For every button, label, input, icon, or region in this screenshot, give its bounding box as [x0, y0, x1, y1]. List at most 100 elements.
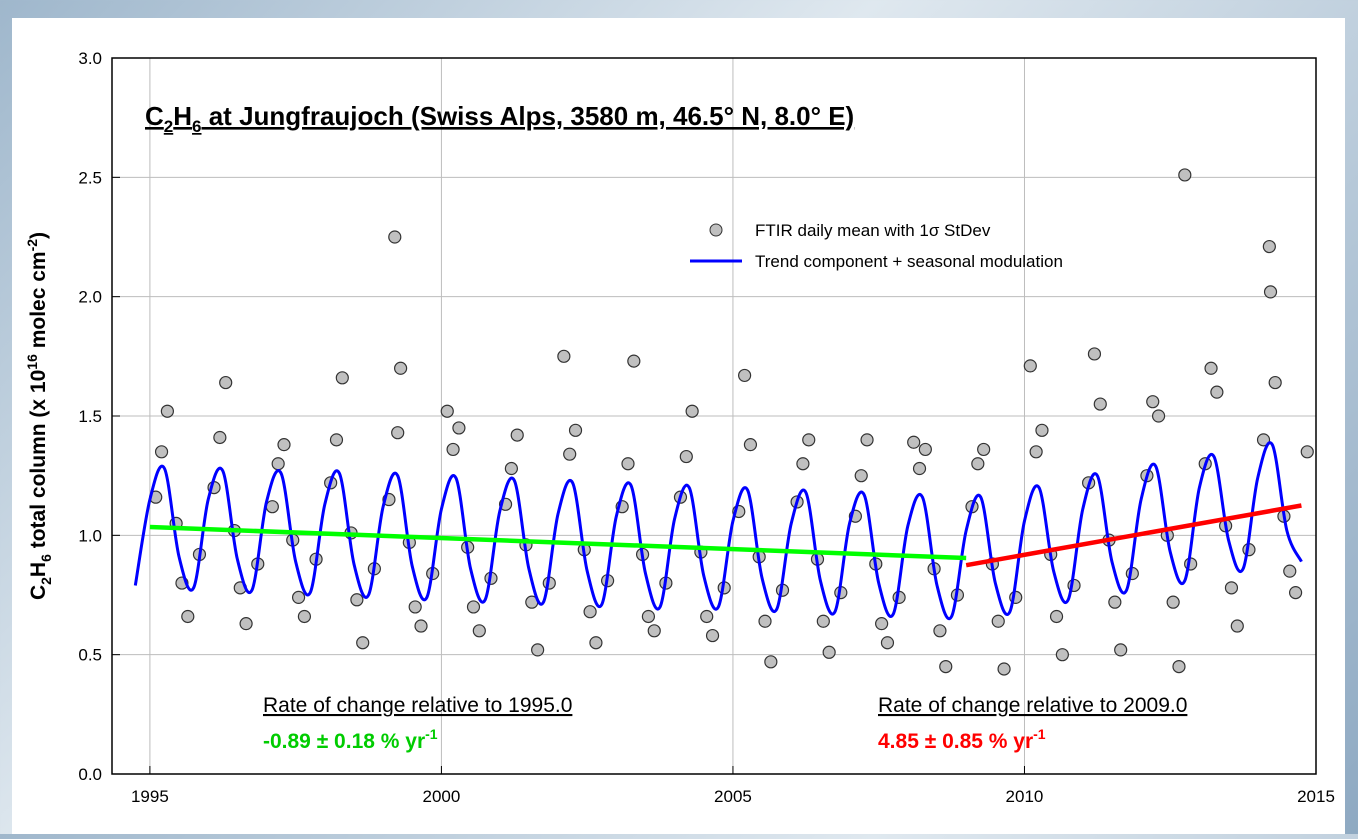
data-point	[744, 439, 756, 451]
data-point	[272, 458, 284, 470]
data-point	[680, 451, 692, 463]
data-point	[765, 656, 777, 668]
y-tick-label: 2.5	[78, 168, 102, 187]
data-point	[642, 610, 654, 622]
data-point	[1211, 386, 1223, 398]
data-point	[220, 377, 232, 389]
ylabel-part: )	[27, 232, 50, 239]
chart: C2H6 at Jungfraujoch (Swiss Alps, 3580 m…	[0, 0, 1358, 834]
data-point	[1030, 446, 1042, 458]
title-part: C	[145, 101, 164, 131]
x-tick-label: 2000	[423, 787, 461, 806]
data-point	[161, 405, 173, 417]
ylabel-sub: 2	[38, 577, 54, 585]
x-tick-label: 1995	[131, 787, 169, 806]
data-point	[919, 443, 931, 455]
data-point	[395, 362, 407, 374]
data-point	[1109, 596, 1121, 608]
data-point	[453, 422, 465, 434]
data-point	[214, 431, 226, 443]
data-point	[1301, 446, 1313, 458]
data-point	[1231, 620, 1243, 632]
data-point	[876, 618, 888, 630]
data-point	[1024, 360, 1036, 372]
rate-label: 4.85 ± 0.85 % yr-1	[878, 726, 1046, 753]
data-point	[1284, 565, 1296, 577]
data-point	[409, 601, 421, 613]
data-point	[1094, 398, 1106, 410]
data-point	[1173, 661, 1185, 673]
data-point	[389, 231, 401, 243]
data-point	[415, 620, 427, 632]
data-point	[1147, 396, 1159, 408]
data-point	[648, 625, 660, 637]
ylabel-part: total column (x 10	[27, 370, 50, 554]
data-point	[1153, 410, 1165, 422]
data-point	[532, 644, 544, 656]
data-point	[584, 606, 596, 618]
page: {"chart_data": { "type": "scatter", "tit…	[0, 0, 1358, 834]
data-point	[940, 661, 952, 673]
x-tick-label: 2015	[1297, 787, 1335, 806]
data-point	[823, 646, 835, 658]
data-point	[803, 434, 815, 446]
y-tick-label: 2.0	[78, 288, 102, 307]
data-point	[1263, 241, 1275, 253]
data-point	[558, 350, 570, 362]
y-axis-label: C2H6 total column (x 1016 molec cm-2)	[24, 232, 54, 600]
data-point	[855, 470, 867, 482]
rate-label: -0.89 ± 0.18 % yr-1	[263, 726, 438, 753]
data-point	[1056, 649, 1068, 661]
data-point	[1205, 362, 1217, 374]
data-point	[992, 615, 1004, 627]
title-sub: 2	[164, 117, 173, 136]
data-point	[797, 458, 809, 470]
annotation: Rate of change relative to 1995.0	[263, 694, 572, 717]
data-point	[817, 615, 829, 627]
data-point	[266, 501, 278, 513]
ylabel-sup: 16	[24, 354, 40, 370]
data-point	[447, 443, 459, 455]
data-point	[156, 446, 168, 458]
ylabel-sup: -2	[24, 239, 40, 252]
data-point	[473, 625, 485, 637]
y-tick-label: 1.5	[78, 407, 102, 426]
data-point	[298, 610, 310, 622]
ylabel-part: molec cm	[27, 251, 50, 354]
title-sub: 6	[192, 117, 201, 136]
x-tick-label: 2005	[714, 787, 752, 806]
data-point	[330, 434, 342, 446]
data-point	[1036, 424, 1048, 436]
y-tick-label: 0.5	[78, 646, 102, 665]
data-point	[686, 405, 698, 417]
data-point	[1290, 587, 1302, 599]
data-point	[564, 448, 576, 460]
data-point	[1051, 610, 1063, 622]
data-point	[622, 458, 634, 470]
legend-marker	[710, 224, 722, 236]
annotation: Rate of change relative to 2009.0	[878, 694, 1187, 717]
data-point	[1088, 348, 1100, 360]
data-point	[998, 663, 1010, 675]
data-point	[628, 355, 640, 367]
data-point	[357, 637, 369, 649]
data-point	[570, 424, 582, 436]
ylabel-sub: 6	[38, 554, 54, 562]
chart-title: C2H6 at Jungfraujoch (Swiss Alps, 3580 m…	[145, 101, 854, 136]
rate: 4.85 ± 0.85 % yr	[878, 730, 1033, 753]
data-point	[739, 369, 751, 381]
x-tick-label: 2010	[1006, 787, 1044, 806]
data-point	[881, 637, 893, 649]
data-point	[1225, 582, 1237, 594]
data-point	[351, 594, 363, 606]
rate: -0.89 ± 0.18 % yr	[263, 730, 425, 753]
rate-sup: -1	[1033, 726, 1046, 742]
data-point	[1167, 596, 1179, 608]
data-point	[701, 610, 713, 622]
legend-label: Trend component + seasonal modulation	[755, 252, 1063, 271]
y-tick-label: 1.0	[78, 526, 102, 545]
legend-label: FTIR daily mean with 1σ StDev	[755, 221, 991, 240]
data-point	[759, 615, 771, 627]
ylabel-part: C	[27, 585, 50, 600]
data-point	[511, 429, 523, 441]
